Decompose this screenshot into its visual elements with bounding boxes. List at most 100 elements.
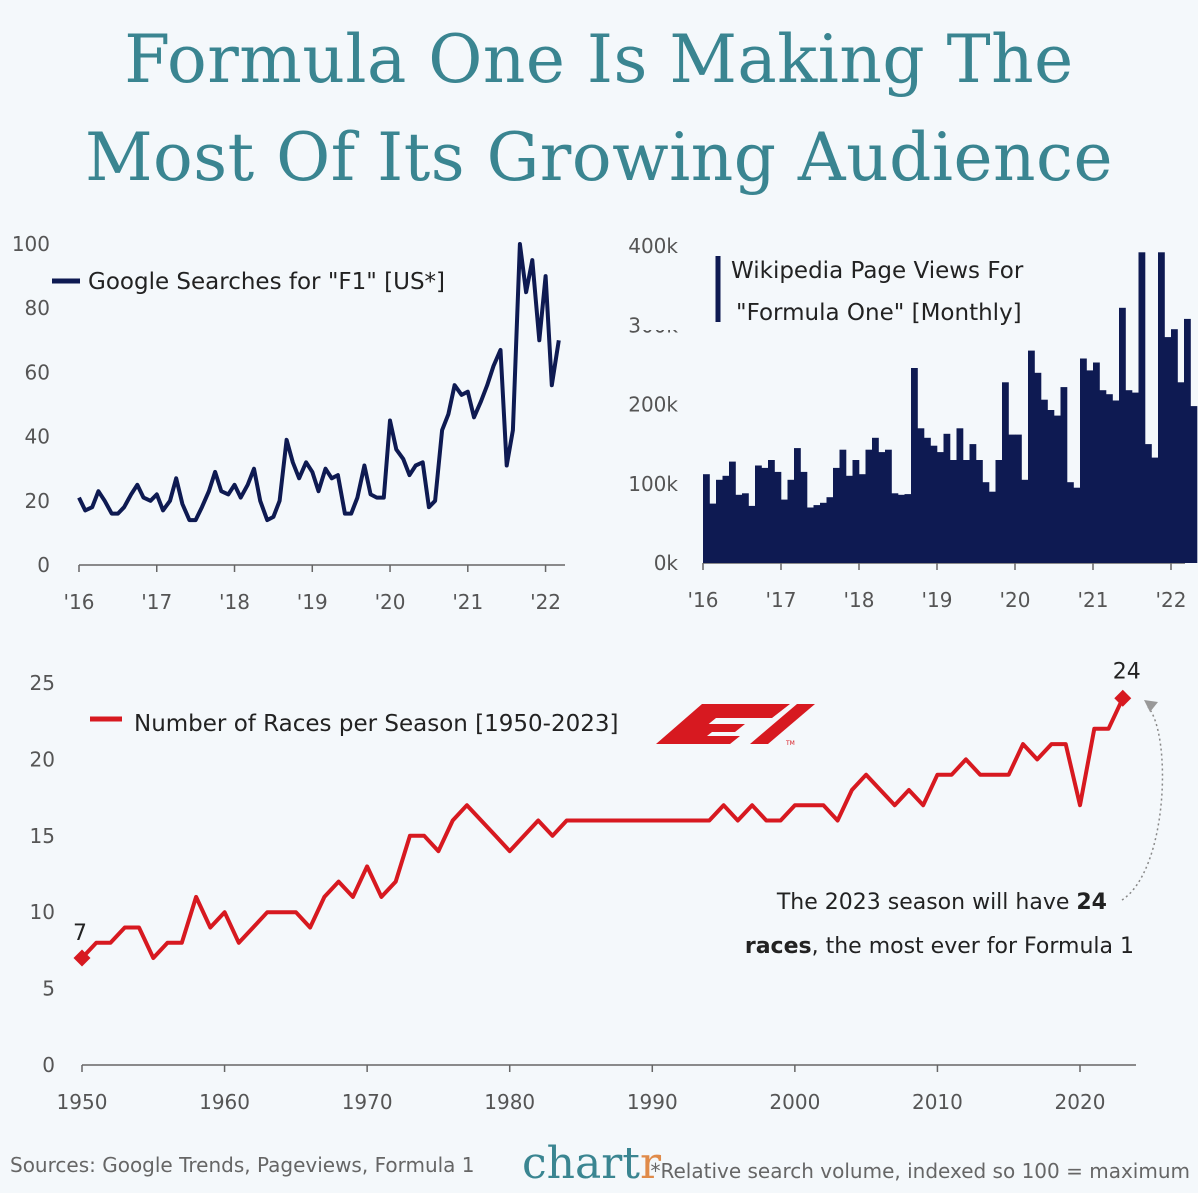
races-per-season-chart: 0 5 10 15 20 25 1950 1960 1970 1980 1990 2000 2010 2…: [30, 659, 1164, 1114]
wikipedia-x-tick-label: '21: [1078, 588, 1109, 612]
wikipedia-x-tick-label: '20: [1000, 588, 1031, 612]
wikipedia-bar: [722, 475, 730, 563]
races-annotation-line-2-text: , the most ever for Formula 1: [812, 934, 1134, 959]
wikipedia-bar: [735, 494, 743, 563]
wikipedia-bar: [1073, 487, 1081, 563]
wikipedia-legend-backdrop: [641, 254, 941, 330]
races-x-tick-label: 1960: [199, 1090, 250, 1114]
races-x-tick-label: 1990: [627, 1090, 678, 1114]
races-y-tick-label: 10: [30, 900, 55, 924]
races-annotation-line-2-bold: races: [745, 934, 812, 959]
google-y-tick-label: 40: [25, 425, 50, 449]
google-searches-x-labels: '16 '17 '18 '19 '20 '21 '22: [64, 590, 562, 614]
wikipedia-bar: [813, 505, 821, 563]
footer: Sources: Google Trends, Pageviews, Formu…: [10, 1138, 1190, 1189]
wikipedia-bar: [1041, 399, 1048, 563]
wikipedia-bar: [995, 460, 1003, 563]
wikipedia-bar: [904, 494, 912, 563]
wikipedia-bar: [787, 479, 795, 563]
wikipedia-x-tick-label: '16: [688, 588, 719, 612]
google-y-tick-label: 100: [12, 232, 50, 256]
races-start-label: 7: [73, 921, 87, 946]
wikipedia-bar: [703, 474, 710, 563]
races-annotation-line-1: The 2023 season will have 24: [776, 890, 1107, 915]
wikipedia-bar: [1184, 318, 1191, 563]
google-x-tick-label: '18: [219, 590, 250, 614]
wikipedia-bar: [930, 445, 938, 563]
wikipedia-bar: [891, 493, 899, 563]
wikipedia-bar: [1158, 252, 1165, 564]
google-y-tick-label: 0: [37, 553, 50, 577]
wikipedia-x-tick-label: '22: [1156, 588, 1187, 612]
wikipedia-bar: [729, 461, 736, 563]
wikipedia-bar: [820, 502, 827, 563]
wikipedia-bar: [885, 449, 892, 563]
races-annotation-line-2: races, the most ever for Formula 1: [745, 934, 1134, 959]
wikipedia-bar: [716, 479, 723, 563]
wikipedia-legend-line-2: "Formula One" [Monthly]: [736, 300, 1022, 326]
svg-text:TM: TM: [785, 740, 795, 747]
google-x-tick-label: '20: [375, 590, 406, 614]
wikipedia-bar: [1138, 252, 1146, 564]
races-x-tick-label: 2010: [912, 1090, 963, 1114]
footer-sources: Sources: Google Trends, Pageviews, Formu…: [10, 1153, 475, 1177]
races-end-marker: [1114, 689, 1132, 707]
google-x-tick-label: '22: [530, 590, 561, 614]
wikipedia-bar: [709, 503, 717, 563]
wikipedia-bar: [1047, 410, 1055, 563]
races-x-tick-label: 2000: [769, 1090, 820, 1114]
wikipedia-bar: [898, 494, 905, 563]
wikipedia-bar: [852, 460, 860, 563]
wikipedia-bar: [1008, 434, 1016, 563]
wikipedia-bar: [1021, 479, 1029, 563]
wikipedia-bar: [976, 460, 983, 563]
races-y-tick-label: 0: [42, 1053, 55, 1077]
wikipedia-views-bars: [703, 252, 1198, 564]
races-end-label: 24: [1113, 659, 1141, 684]
google-x-tick-label: '16: [64, 590, 95, 614]
races-y-tick-label: 15: [30, 824, 55, 848]
wikipedia-bar: [833, 467, 840, 563]
wikipedia-bar: [826, 497, 834, 563]
wikipedia-bar: [1164, 337, 1172, 563]
wikipedia-bar: [1106, 394, 1113, 563]
wikipedia-views-axis: [702, 562, 1185, 570]
google-searches-y-labels: 0 20 40 60 80 100: [12, 232, 50, 577]
wikipedia-bar: [1171, 329, 1178, 563]
wikipedia-bar: [1054, 415, 1061, 563]
wikipedia-legend-line-1: Wikipedia Page Views For: [731, 258, 1024, 284]
wikipedia-bar: [963, 460, 970, 563]
annotation-arrow-line: [1121, 706, 1164, 901]
wikipedia-bar: [846, 475, 853, 563]
google-searches-chart: 0 20 40 60 80 100 '16 '17 '18 '19 '20 '21 '22 Googl…: [12, 232, 565, 614]
page-title-line-2: Most Of Its Growing Audience: [84, 119, 1114, 196]
races-x-labels: 1950 1960 1970 1980 1990 2000 2010 2020: [57, 1090, 1106, 1114]
races-line: [80, 697, 1125, 960]
wikipedia-bar: [1015, 434, 1022, 563]
google-y-tick-label: 60: [25, 360, 50, 384]
wikipedia-bar: [1190, 406, 1198, 563]
brand-logo-main: chart: [522, 1138, 640, 1189]
races-x-tick-label: 2020: [1055, 1090, 1106, 1114]
wikipedia-bar: [1145, 444, 1152, 563]
races-legend: Number of Races per Season [1950-2023]: [134, 711, 618, 737]
wikipedia-bar: [943, 433, 951, 563]
wikipedia-bar: [911, 368, 918, 563]
annotation-arrow-head-icon: [1144, 700, 1158, 712]
google-searches-axis: [78, 564, 565, 572]
wikipedia-bar: [1125, 390, 1133, 563]
wikipedia-bar: [1099, 390, 1107, 563]
wikipedia-bar: [794, 448, 801, 563]
wikipedia-bar: [950, 460, 957, 563]
wikipedia-views-chart: 0k100k200k300k400k '16'17'18'19'20'21'22…: [628, 234, 1198, 612]
races-x-tick-label: 1950: [57, 1090, 108, 1114]
races-start-marker: [73, 949, 91, 967]
wikipedia-y-tick-label: 100k: [628, 472, 678, 496]
wikipedia-bar: [1119, 307, 1126, 563]
wikipedia-bar: [1002, 382, 1009, 563]
f1-logo-icon: TM: [656, 704, 815, 747]
wikipedia-bar: [1080, 358, 1087, 563]
wikipedia-x-tick-label: '17: [766, 588, 797, 612]
wikipedia-bar: [878, 452, 886, 563]
